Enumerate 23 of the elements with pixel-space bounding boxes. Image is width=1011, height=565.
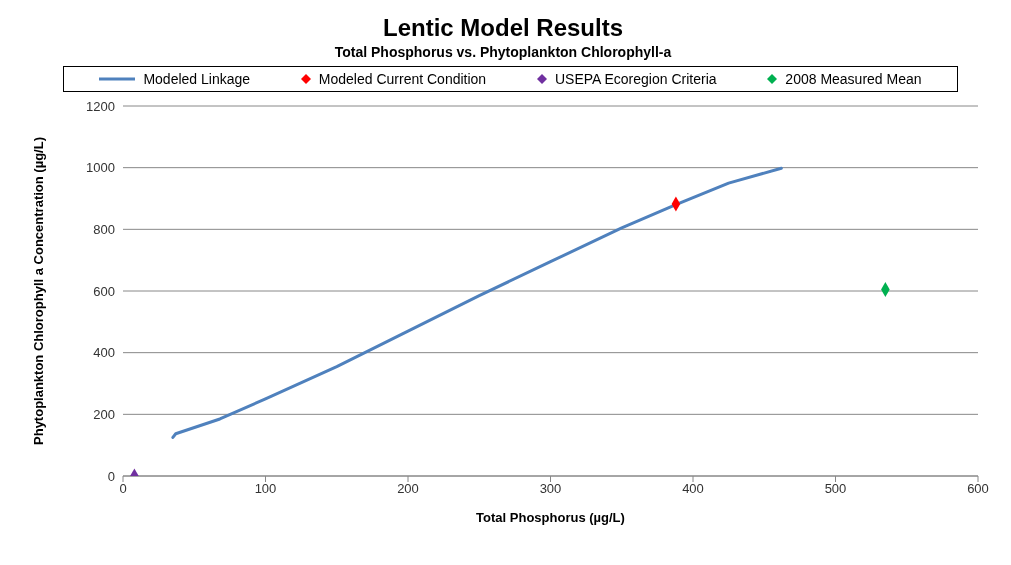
- y-tick-label: 600: [93, 283, 115, 299]
- x-tick-label: 400: [682, 481, 704, 497]
- y-tick-label: 1200: [86, 98, 115, 114]
- legend-label: Modeled Linkage: [143, 71, 251, 87]
- chart-subtitle: Total Phosphorus vs. Phytoplankton Chlorophyll-a: [333, 44, 673, 60]
- y-tick-label: 1000: [86, 160, 115, 176]
- x-tick-label: 0: [119, 481, 127, 497]
- y-axis-title: Phytoplankton Chlorophyll a Concentration (µg/L): [30, 137, 46, 445]
- x-tick-label: 200: [397, 481, 419, 497]
- y-tick-label: 200: [93, 406, 115, 422]
- x-axis-title: Total Phosphorus (µg/L): [476, 510, 625, 525]
- x-tick-label: 500: [824, 481, 847, 497]
- y-tick-label: 800: [93, 221, 115, 237]
- y-tick-label: 0: [107, 468, 115, 484]
- chart-title: Lentic Model Results: [381, 14, 624, 42]
- x-tick-label: 300: [539, 481, 562, 497]
- legend-label: USEPA Ecoregion Criteria: [554, 71, 717, 87]
- line-series: [171, 166, 783, 439]
- x-tick-label: 600: [967, 481, 989, 497]
- legend-label: Modeled Current Condition: [318, 71, 487, 87]
- x-tick-label: 100: [254, 481, 277, 497]
- legend-label: 2008 Measured Mean: [785, 71, 922, 87]
- y-tick-label: 400: [93, 345, 115, 361]
